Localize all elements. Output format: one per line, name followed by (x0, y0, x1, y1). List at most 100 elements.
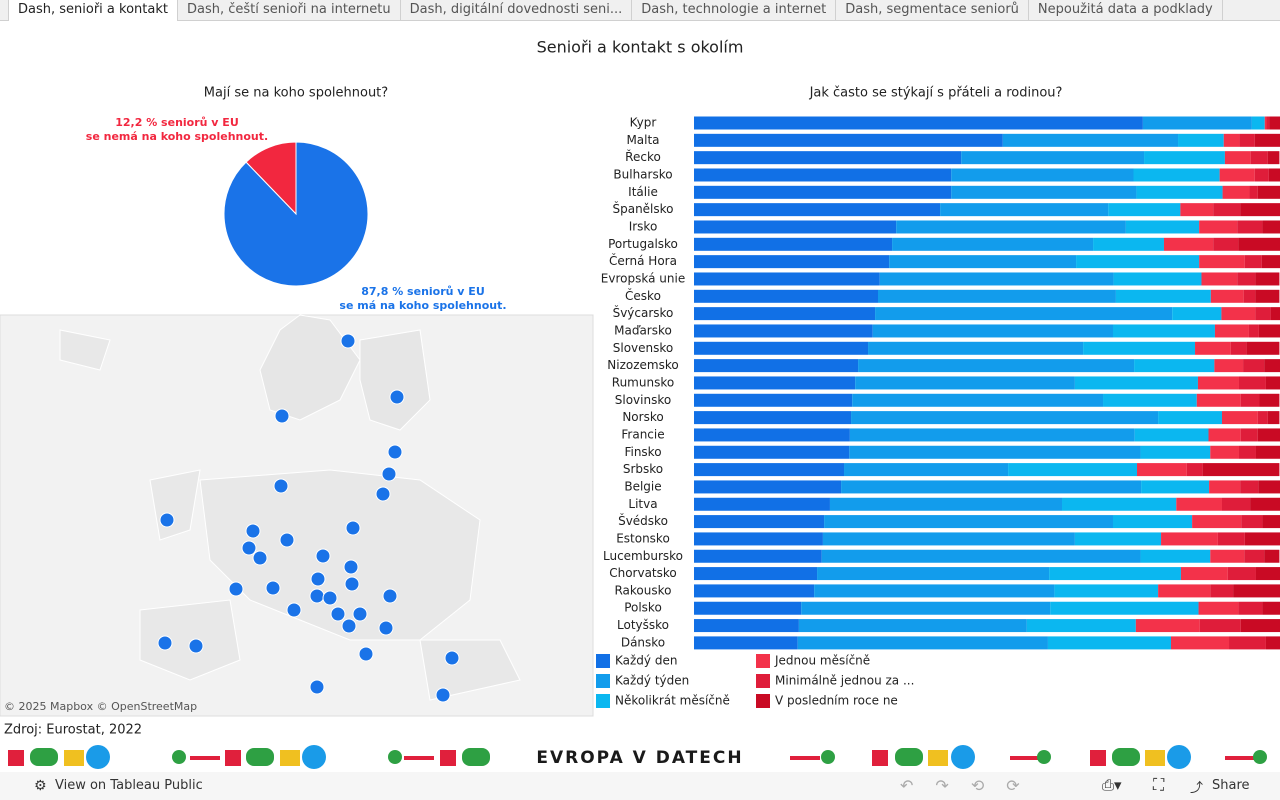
bar-segment (1255, 307, 1271, 321)
tab[interactable]: Dash, technologie a internet (632, 0, 837, 20)
bar-segment (951, 168, 1134, 182)
banner-text: EVROPA V DATECH (536, 748, 743, 768)
bar-segment (1209, 480, 1241, 494)
bar-segment (1266, 116, 1270, 130)
y-tick-label: Polsko (624, 601, 662, 615)
bar-segment (694, 376, 856, 390)
y-tick-label: Černá Hora (609, 253, 677, 268)
bar-segment (841, 480, 1142, 494)
tab[interactable]: Nepoužitá data a podklady (1029, 0, 1223, 20)
tab[interactable]: Dash, senioři a kontakt (8, 0, 178, 21)
bar-segment (1270, 307, 1280, 321)
bar-segment (1210, 289, 1244, 303)
bar-segment (1214, 359, 1244, 373)
bar-segment (694, 532, 823, 546)
tab[interactable]: Dash, segmentace seniorů (836, 0, 1029, 20)
bar-segment (1176, 497, 1222, 511)
bar-segment (798, 619, 1027, 633)
bar-segment (1237, 220, 1263, 234)
pie-slice (223, 141, 369, 287)
label-line: se nemá na koho spolehnout. (86, 130, 268, 143)
bar-segment (1264, 116, 1267, 130)
bar-segment (879, 272, 1114, 286)
bar-segment (694, 289, 879, 303)
bar-segment (797, 636, 1048, 650)
bar-segment (1180, 203, 1214, 217)
bar-segment (1222, 185, 1250, 199)
bar-segment (694, 203, 941, 217)
bar-segment (1210, 445, 1239, 459)
bar-segment (1267, 151, 1280, 165)
legend-swatch (756, 694, 770, 708)
tab[interactable]: Dash, čeští senioři na internetu (178, 0, 401, 20)
bar-segment (844, 463, 1009, 477)
bar-segment (1254, 133, 1280, 147)
tab-bar: Dash, senioři a kontakt Dash, čeští senio… (0, 0, 1280, 21)
bar-segment (849, 445, 1141, 459)
bar-segment (1103, 393, 1197, 407)
bar-segment (1255, 272, 1280, 286)
y-tick-label: Lotyšsko (617, 618, 669, 632)
bar-segment (1238, 376, 1266, 390)
bar-segment (1161, 532, 1218, 546)
bar-segment (1250, 497, 1280, 511)
y-tick-label: Belgie (624, 479, 661, 493)
bar-segment (1076, 255, 1200, 269)
bar-segment (1171, 636, 1230, 650)
bar-segment (1144, 151, 1225, 165)
bar-segment (814, 584, 1055, 598)
bar-segment (1258, 324, 1280, 338)
bar-segment (1244, 532, 1280, 546)
bar-segment (1254, 168, 1269, 182)
bar-segment (1113, 272, 1202, 286)
banner: EVROPA V DATECH (8, 745, 1267, 769)
bar-segment (1269, 116, 1280, 130)
bar-segment (1074, 532, 1162, 546)
label-line: 87,8 % seniorů v EU (361, 285, 485, 298)
bar-segment (851, 411, 1159, 425)
bar-segment (1219, 168, 1255, 182)
bar-segment (1240, 480, 1259, 494)
view-on-tableau[interactable]: View on Tableau Public (55, 778, 203, 793)
bar-segment (1008, 463, 1138, 477)
bar-segment (1240, 393, 1260, 407)
bar-segment (896, 220, 1126, 234)
bar-segment (1257, 428, 1280, 442)
bar-segment (1255, 445, 1280, 459)
bar-segment (1262, 220, 1280, 234)
tab[interactable]: Dash, digitální dovednosti seni... (401, 0, 633, 20)
bar-segment (1134, 428, 1209, 442)
bar-segment (1134, 359, 1215, 373)
bar-segment (694, 255, 890, 269)
bar-segment (1197, 376, 1239, 390)
bar-segment (694, 220, 897, 234)
bar-segment (1140, 549, 1211, 563)
legend-swatch (596, 654, 610, 668)
bar-segment (1237, 272, 1256, 286)
y-tick-label: Francie (621, 427, 664, 441)
bar-segment (694, 463, 845, 477)
bar-segment (1249, 185, 1258, 199)
bar-segment (694, 168, 952, 182)
bar-segment (1233, 584, 1280, 598)
bar-segment (855, 376, 1075, 390)
bar-segment (1198, 601, 1239, 615)
bar-segment (1180, 567, 1228, 581)
share-button[interactable]: Share (1212, 778, 1250, 793)
y-tick-label: Itálie (628, 185, 658, 199)
bar-segment (1221, 497, 1251, 511)
bar-segment (1054, 584, 1159, 598)
legend-label: Každý týden (615, 674, 689, 688)
bar-segment (1049, 567, 1181, 581)
bar-segment (1244, 549, 1265, 563)
bar-segment (1047, 636, 1172, 650)
bar-segment (694, 428, 850, 442)
bar-segment (1223, 133, 1240, 147)
y-tick-label: Evropská unie (601, 271, 685, 285)
bar-segment (1221, 307, 1256, 321)
y-tick-label: Srbsko (623, 462, 663, 476)
bar-segment (1264, 549, 1280, 563)
dashboard-title: Senioři a kontakt s okolím (537, 38, 744, 57)
bar-segment (1221, 411, 1258, 425)
